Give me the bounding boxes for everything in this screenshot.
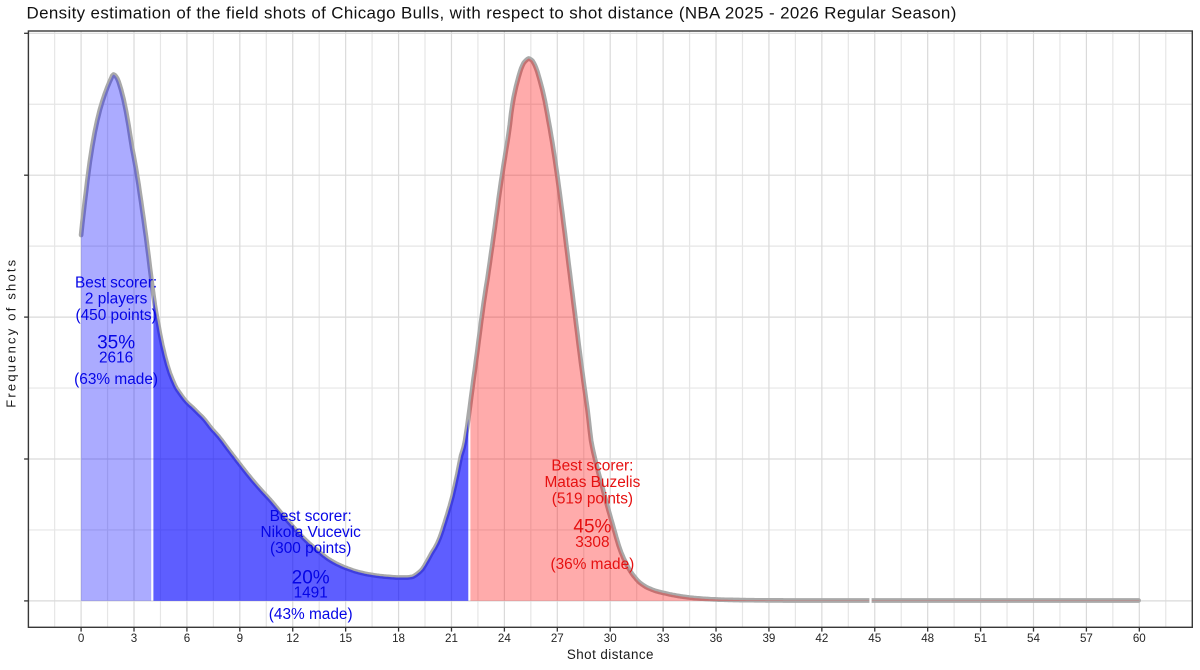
svg-text:27: 27 [551, 632, 564, 645]
svg-text:15: 15 [339, 632, 352, 645]
svg-text:33: 33 [657, 632, 670, 645]
svg-text:Frequency of shots: Frequency of shots [3, 258, 18, 408]
svg-text:3: 3 [131, 632, 137, 645]
svg-text:Best scorer:: Best scorer: [551, 457, 633, 474]
svg-text:60: 60 [1133, 632, 1146, 645]
svg-text:Best scorer:: Best scorer: [270, 508, 352, 525]
svg-text:30: 30 [604, 632, 617, 645]
svg-text:35%: 35% [97, 332, 135, 353]
svg-text:Matas Buzelis: Matas Buzelis [544, 474, 640, 491]
svg-text:20%: 20% [292, 567, 330, 588]
svg-text:45%: 45% [573, 516, 611, 537]
svg-text:(450 points): (450 points) [75, 307, 156, 324]
svg-text:(300 points): (300 points) [270, 540, 351, 557]
svg-text:Density estimation of the fiel: Density estimation of the field shots of… [27, 3, 957, 22]
svg-text:3308: 3308 [575, 534, 609, 551]
svg-text:45: 45 [868, 632, 881, 645]
svg-text:36: 36 [710, 632, 723, 645]
svg-text:39: 39 [762, 632, 775, 645]
svg-text:(43% made): (43% made) [269, 606, 353, 623]
svg-text:24: 24 [498, 632, 511, 645]
svg-text:21: 21 [445, 632, 458, 645]
svg-text:Shot distance: Shot distance [567, 647, 654, 662]
svg-text:1491: 1491 [294, 584, 328, 601]
svg-text:42: 42 [815, 632, 828, 645]
svg-text:0: 0 [78, 632, 84, 645]
svg-text:9: 9 [237, 632, 243, 645]
svg-text:Best scorer:: Best scorer: [75, 275, 157, 292]
svg-text:48: 48 [921, 632, 934, 645]
svg-text:12: 12 [286, 632, 299, 645]
svg-text:(519 points): (519 points) [552, 490, 633, 507]
svg-text:57: 57 [1080, 632, 1093, 645]
svg-text:6: 6 [184, 632, 190, 645]
svg-text:18: 18 [392, 632, 405, 645]
svg-text:2616: 2616 [99, 349, 133, 366]
svg-text:51: 51 [974, 632, 987, 645]
svg-text:54: 54 [1027, 632, 1040, 645]
svg-text:Nikola Vucevic: Nikola Vucevic [261, 524, 362, 541]
svg-text:2 players: 2 players [85, 291, 148, 308]
svg-text:(63% made): (63% made) [74, 371, 158, 388]
svg-text:(36% made): (36% made) [550, 556, 634, 573]
